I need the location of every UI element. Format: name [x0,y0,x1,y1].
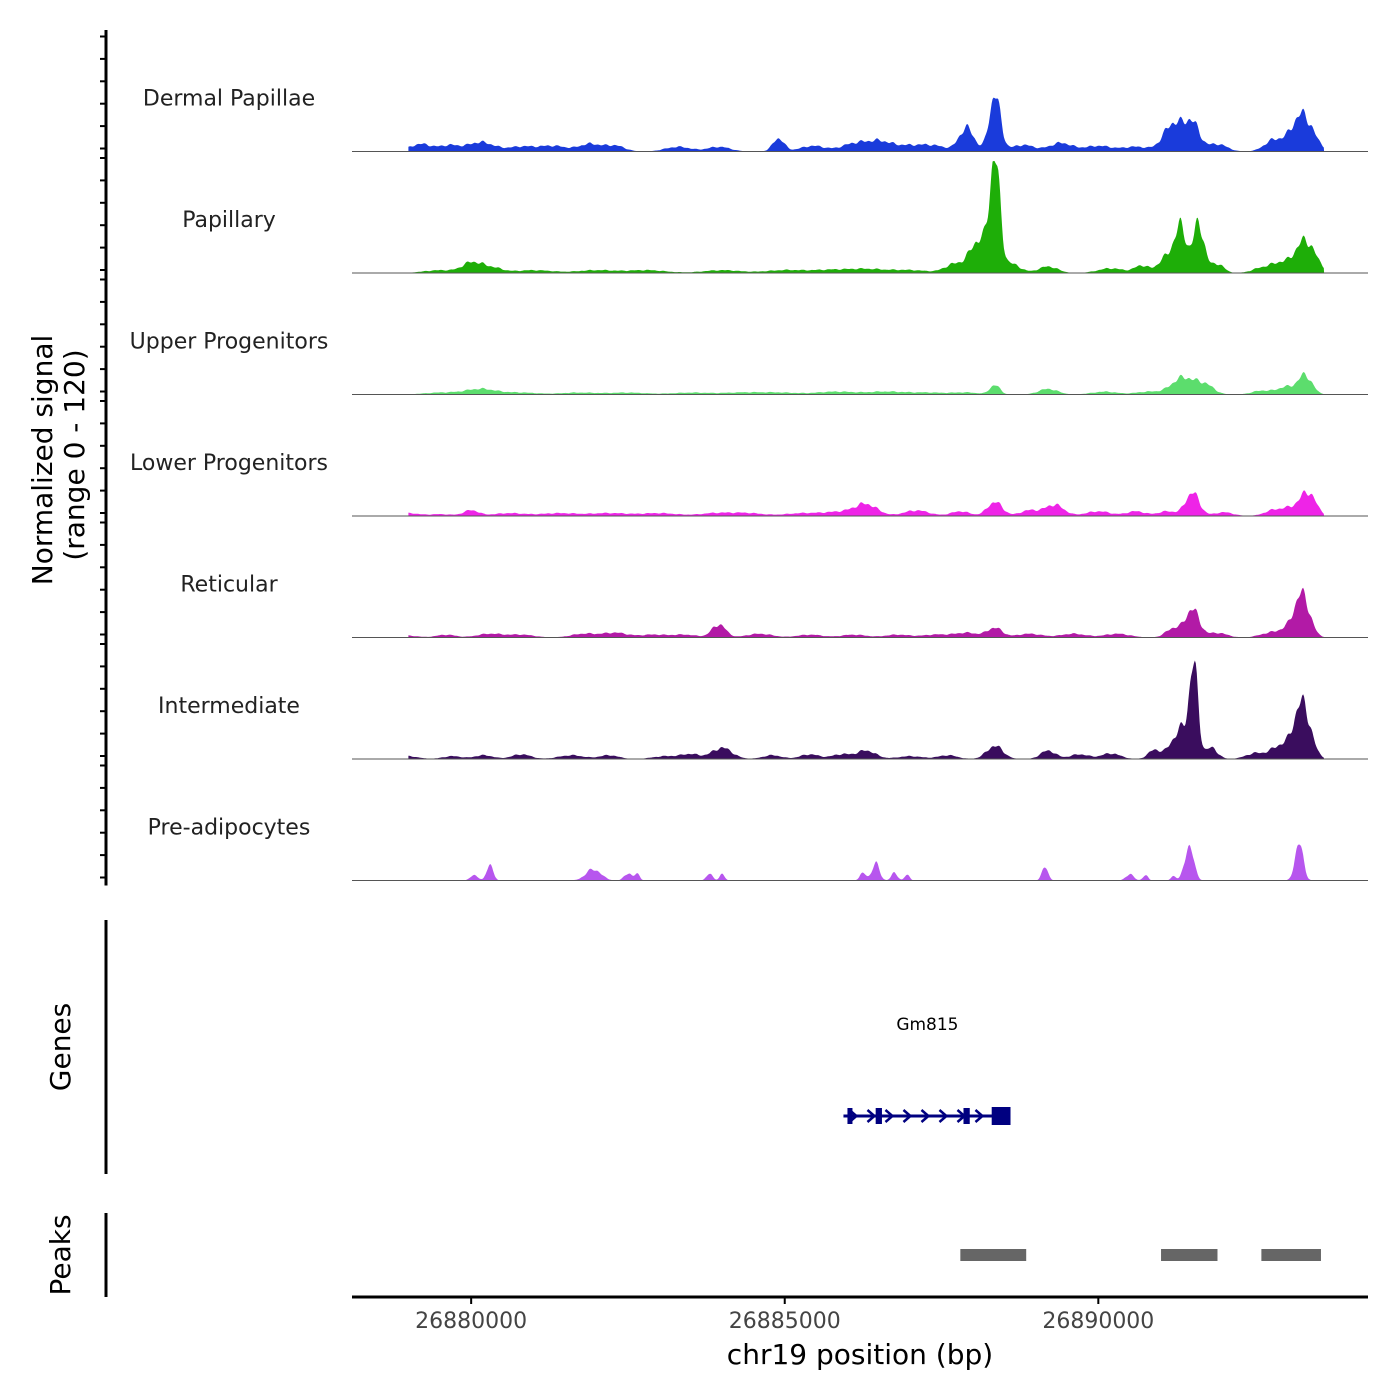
gene-label: Gm815 [896,1015,958,1035]
x-axis: 26880000 26885000 26890000 [352,1295,1368,1334]
gene-exon [847,1108,853,1124]
genes-track-label: Genes [44,1003,77,1091]
peak-region [1261,1249,1321,1261]
gene-exon [963,1108,970,1124]
coverage-area [408,372,1325,395]
track-reticular: Reticular [180,573,1368,638]
track-label: Pre-adipocytes [148,816,311,841]
coverage-area [408,161,1325,273]
track-dermal-papillae: Dermal Papillae [143,87,1368,152]
peak-track [104,1213,1321,1297]
track-label: Dermal Papillae [143,87,315,112]
gene-track: Gm815 [104,920,1011,1174]
peak-region [960,1249,1027,1261]
y-axis-title: Normalized signal [26,335,59,586]
track-intermediate: Intermediate [158,660,1368,760]
coverage-area [408,587,1325,638]
track-label: Reticular [180,573,278,598]
gene-exon [991,1107,1011,1125]
x-tick-label: 26885000 [729,1309,841,1334]
peak-region [1161,1249,1218,1261]
strand-arrow [866,1109,877,1123]
track-pre-adipocytes: Pre-adipocytes [148,816,1368,881]
strand-arrow [974,1109,985,1123]
peaks-track-label: Peaks [44,1214,77,1295]
track-label: Intermediate [158,694,300,719]
strand-arrow [884,1109,895,1123]
coverage-area [408,660,1325,759]
gene-model: Gm815 [843,1015,1011,1125]
gene-exon [875,1108,882,1124]
track-label: Lower Progenitors [130,451,328,476]
coverage-area [408,490,1325,516]
strand-arrow [938,1109,949,1123]
y-axis [100,30,108,886]
coverage-tracks: Dermal Papillae Papillary Upper Progenitor… [130,87,1368,881]
strand-arrow [920,1109,931,1123]
track-label: Upper Progenitors [130,330,329,355]
track-papillary: Papillary [182,161,1368,274]
coverage-area [408,97,1325,152]
y-axis-subtitle: (range 0 - 120) [58,349,91,560]
x-tick-label: 26890000 [1042,1309,1154,1334]
track-label: Papillary [182,208,276,233]
track-lower-progenitors: Lower Progenitors [130,451,1368,517]
x-axis-title: chr19 position (bp) [727,1338,993,1371]
strand-arrow [902,1109,913,1123]
x-tick-label: 26880000 [415,1309,527,1334]
coverage-area [408,844,1325,881]
track-upper-progenitors: Upper Progenitors [130,330,1368,395]
